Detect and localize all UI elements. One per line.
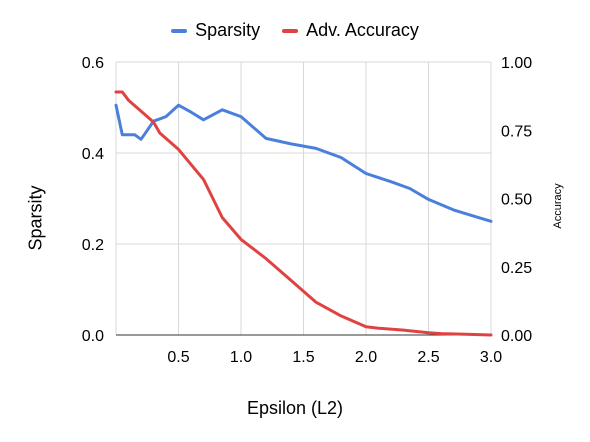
y-tick-label-left: 0.2 [82, 237, 104, 254]
x-tick-label: 1.0 [230, 349, 252, 366]
y-tick-label-right: 0.00 [501, 328, 532, 345]
x-tick-label: 2.0 [355, 349, 377, 366]
legend: Sparsity Adv. Accuracy [0, 20, 590, 41]
x-tick-label: 2.5 [417, 349, 439, 366]
y-tick-label-right: 0.75 [501, 123, 532, 140]
y-tick-label-right: 0.50 [501, 192, 532, 209]
x-axis-title: Epsilon (L2) [246, 398, 344, 418]
y-tick-label-right: 0.25 [501, 260, 532, 277]
legend-label-adv-accuracy: Adv. Accuracy [306, 20, 419, 40]
legend-label-sparsity: Sparsity [195, 20, 261, 40]
x-tick-label: 1.5 [292, 349, 314, 366]
y-tick-label-left: 0.6 [82, 55, 104, 72]
legend-item-sparsity[interactable]: Sparsity [171, 20, 260, 41]
x-tick-label: 0.5 [167, 349, 189, 366]
x-tick-label: 3.0 [480, 349, 502, 366]
legend-item-adv-accuracy[interactable]: Adv. Accuracy [282, 20, 419, 41]
legend-swatch-adv-accuracy [282, 28, 299, 33]
y-tick-label-left: 0.4 [82, 146, 104, 163]
series-line-adv-accuracy [114, 90, 493, 337]
series-line-sparsity [114, 103, 493, 223]
y-tick-label-right: 1.00 [501, 55, 532, 72]
legend-swatch-sparsity [171, 28, 188, 33]
y-tick-label-left: 0.0 [82, 328, 104, 345]
